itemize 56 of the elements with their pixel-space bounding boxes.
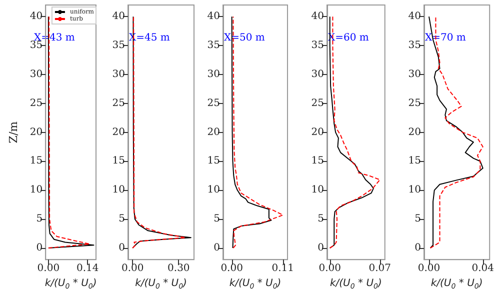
y-tick-label: 40 — [311, 11, 324, 22]
y-tick-label: 15 — [30, 156, 43, 167]
y-tick-label: 30 — [408, 68, 421, 80]
y-tick-label: 15 — [112, 156, 125, 167]
y-tick-label: 20 — [112, 126, 125, 138]
y-tick-label: 0 — [36, 242, 43, 254]
y-tick-label: 40 — [30, 11, 43, 22]
y-tick-label: 5 — [414, 214, 421, 225]
x-tick-label: 0.04 — [472, 263, 494, 274]
y-tick-label: 30 — [30, 68, 43, 80]
y-tick-label: 25 — [207, 98, 220, 109]
y-tick-label: 40 — [207, 11, 220, 22]
y-tick-label: 10 — [408, 184, 421, 196]
x-tick-label: 0.00 — [220, 263, 243, 274]
y-tick-label: 35 — [311, 40, 324, 52]
x-tick-label: 0.00 — [121, 263, 144, 274]
y-tick-label: 0 — [214, 242, 220, 254]
x-tick-label: 0.00 — [418, 263, 440, 274]
y-tick-label: 30 — [311, 68, 324, 80]
y-tick-label: 0 — [414, 242, 421, 254]
y-tick-label: 20 — [207, 126, 220, 138]
x-tick-label: 0.14 — [76, 263, 99, 274]
y-tick-label: 35 — [30, 40, 43, 52]
y-tick-label: 35 — [112, 40, 125, 52]
y-tick-label: 25 — [408, 98, 421, 109]
y-tick-label: 0 — [318, 242, 324, 254]
x-tick-label: 0.00 — [37, 263, 60, 274]
y-tick-label: 20 — [311, 126, 324, 138]
y-tick-label: 35 — [408, 40, 421, 52]
y-tick-label: 15 — [408, 156, 421, 167]
y-tick-label: 35 — [207, 40, 220, 52]
y-tick-label: 15 — [311, 156, 324, 167]
y-tick-label: 5 — [118, 214, 125, 225]
y-axis-title: Z/m — [7, 120, 20, 144]
y-tick-label: 20 — [408, 126, 421, 138]
y-tick-label: 5 — [36, 214, 43, 225]
y-tick-label: 20 — [30, 126, 43, 138]
y-tick-label: 25 — [112, 98, 125, 109]
y-tick-label: 15 — [207, 156, 220, 167]
y-tick-label: 5 — [214, 214, 220, 225]
y-tick-label: 25 — [30, 98, 43, 109]
x-tick-label: 0.30 — [168, 263, 190, 274]
y-tick-label: 10 — [30, 184, 43, 196]
y-tick-label: 40 — [408, 11, 421, 22]
y-tick-label: 10 — [112, 184, 125, 196]
y-tick-label: 30 — [112, 68, 125, 80]
x-tick-label: 0.11 — [272, 263, 294, 274]
y-tick-label: 25 — [311, 98, 324, 109]
x-tick-label: 0.07 — [368, 263, 391, 274]
x-tick-label: 0.00 — [318, 263, 341, 274]
y-tick-label: 10 — [311, 184, 324, 196]
y-tick-label: 5 — [318, 214, 324, 225]
y-tick-label: 0 — [118, 242, 125, 254]
y-tick-label: 30 — [207, 68, 220, 80]
y-tick-label: 40 — [112, 11, 125, 22]
y-tick-label: 10 — [207, 184, 220, 196]
